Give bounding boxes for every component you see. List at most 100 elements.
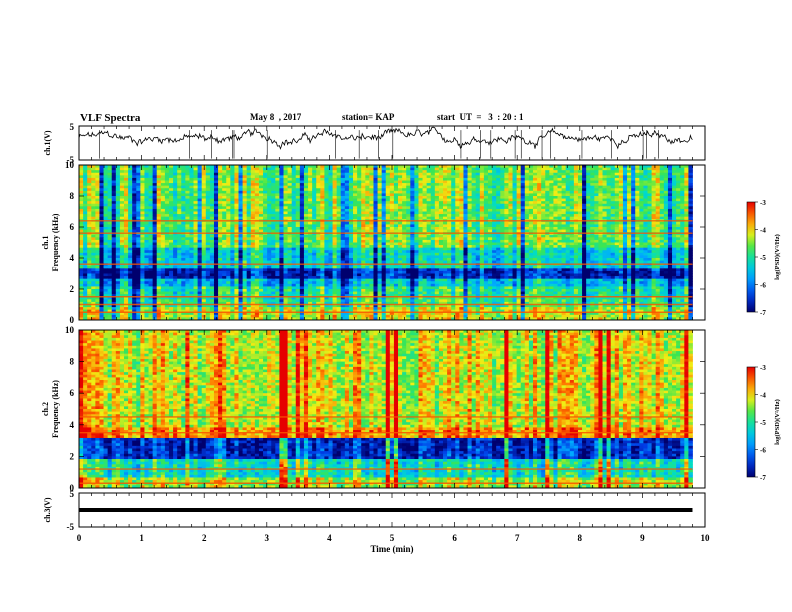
spec-cell — [258, 227, 264, 230]
spec-cell — [369, 224, 374, 228]
spec-cell — [357, 242, 362, 246]
spec-cell — [189, 190, 194, 194]
spec-cell — [582, 193, 587, 197]
spec-cell — [594, 167, 599, 171]
spec-cell — [602, 172, 607, 176]
spec-cell — [667, 167, 673, 171]
spec-cell — [258, 211, 264, 215]
spec-cell — [508, 211, 513, 215]
spec-cell — [635, 196, 640, 199]
spec-cell — [680, 190, 685, 194]
spec-cell — [541, 216, 546, 220]
spec-cell — [123, 211, 129, 215]
spec-cell — [291, 221, 297, 225]
spec-cell — [557, 224, 562, 228]
spec-cell — [520, 214, 526, 218]
spec-cell — [651, 214, 657, 218]
spec-cell — [475, 216, 481, 220]
spec-cell — [193, 201, 199, 205]
spec-cell — [279, 172, 284, 176]
spec-cell — [487, 167, 493, 171]
spec-cell — [230, 177, 235, 181]
spec-cell — [443, 227, 448, 230]
spec-cell — [631, 239, 636, 243]
spec-cell — [136, 208, 141, 212]
spec-cell — [123, 175, 129, 179]
spec-cell — [438, 216, 444, 220]
spec-cell — [197, 185, 203, 189]
spec-cell — [631, 211, 636, 215]
spec-cell — [549, 214, 554, 218]
spec-cell — [598, 172, 603, 176]
spec-cell — [602, 229, 607, 233]
spec-cell — [598, 183, 603, 187]
spec-cell — [590, 175, 595, 179]
spec-cell — [590, 211, 595, 215]
spec-cell — [532, 227, 538, 230]
spec-cell — [320, 211, 325, 215]
spec-cell — [312, 239, 317, 243]
spec-cell — [344, 203, 350, 207]
spec-cell — [569, 172, 575, 176]
spec-cell — [119, 190, 125, 194]
spec-cell — [500, 234, 505, 238]
spec-cell — [99, 206, 104, 210]
spec-cell — [639, 237, 644, 241]
spec-cell — [447, 201, 452, 205]
spec-cell — [168, 198, 174, 202]
spec-cell — [504, 214, 509, 218]
spec-cell — [508, 216, 513, 220]
spec-cell — [532, 234, 538, 238]
spec-cell — [676, 229, 681, 233]
spec-cell — [541, 183, 546, 187]
spec-cell — [573, 206, 579, 210]
spec-cell — [680, 183, 685, 187]
spec-cell — [324, 185, 329, 189]
spec-cell — [647, 170, 652, 174]
spec-cell — [532, 183, 538, 187]
spec-cell — [471, 214, 477, 218]
spec-cell — [627, 242, 632, 246]
spec-cell — [332, 185, 338, 189]
spec-cell — [254, 172, 260, 176]
spec-cell — [303, 211, 309, 215]
spec-cell — [344, 170, 350, 174]
spec-cell — [267, 234, 272, 238]
spec-cell — [173, 172, 178, 176]
spec-cell — [606, 214, 612, 218]
spec-cell — [459, 180, 464, 184]
spec-cell — [164, 201, 170, 205]
spec-cell — [140, 221, 145, 225]
spec-cell — [148, 208, 154, 212]
spec-cell — [545, 214, 550, 218]
spec-cell — [320, 193, 325, 197]
spec-cell — [389, 170, 395, 174]
spec-cell — [684, 185, 689, 189]
spec-cell — [173, 196, 178, 199]
spec-cell — [193, 175, 199, 179]
spec-cell — [291, 227, 297, 230]
spec-cell — [602, 193, 607, 197]
spec-cell — [148, 172, 154, 176]
spec-cell — [483, 185, 489, 189]
spec-cell — [569, 221, 575, 225]
spec-cell — [328, 227, 333, 230]
spec-cell — [254, 188, 260, 192]
spec-cell — [614, 183, 620, 187]
spec-cell — [594, 227, 599, 230]
spec-cell — [222, 239, 227, 243]
spec-cell — [373, 216, 378, 220]
spec-cell — [234, 177, 239, 181]
spec-cell — [504, 165, 509, 168]
spec-cell — [132, 221, 137, 225]
spec-cell — [79, 206, 84, 210]
spec-cell — [136, 188, 141, 192]
spec-cell — [111, 229, 117, 233]
spec-cell — [136, 237, 141, 241]
spec-cell — [516, 239, 522, 243]
spec-cell — [189, 175, 194, 179]
spec-cell — [467, 165, 473, 168]
spec-cell — [365, 165, 370, 168]
spec-cell — [684, 203, 689, 207]
spec-cell — [164, 245, 170, 249]
